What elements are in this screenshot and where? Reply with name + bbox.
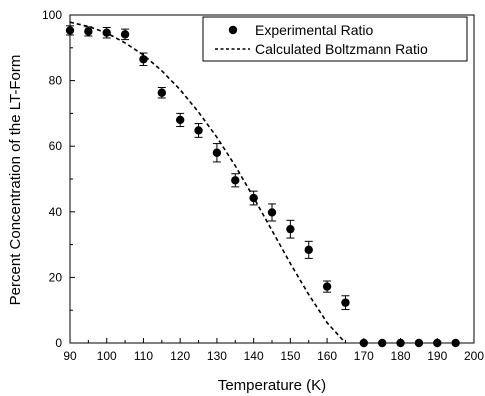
x-tick-label: 200 [464, 349, 484, 363]
data-point [175, 112, 185, 128]
plot-border [69, 14, 475, 344]
data-point [65, 25, 75, 36]
point-marker [286, 224, 295, 234]
x-axis: 90 100 110 120 130 140 150 160 170 180 190 200 [63, 338, 484, 363]
data-point [194, 123, 203, 138]
data-point [322, 280, 332, 293]
point-marker [120, 30, 130, 39]
data-point [451, 338, 460, 348]
data-point [249, 190, 258, 206]
data-point [267, 203, 277, 222]
point-marker [396, 338, 405, 348]
x-tick-label: 160 [317, 349, 337, 363]
x-tick-label: 90 [63, 349, 77, 363]
point-marker [102, 28, 111, 37]
boltzmann-line [69, 21, 347, 344]
data-point [231, 173, 240, 188]
legend-label-boltzmann: Calculated Boltzmann Ratio [255, 41, 428, 57]
legend-label-experimental: Experimental Ratio [255, 22, 373, 38]
point-marker [377, 338, 387, 348]
x-tick-label: 110 [134, 349, 153, 363]
x-axis-title: Temperature (K) [218, 377, 326, 394]
y-tick-label: 60 [49, 139, 63, 153]
data-point [84, 26, 93, 37]
y-tick-label: 0 [55, 336, 62, 350]
experimental-series [65, 25, 460, 348]
point-marker [414, 338, 424, 348]
point-marker [175, 115, 185, 125]
y-axis: 0 20 40 60 80 100 [42, 8, 75, 350]
x-tick-label: 130 [207, 349, 227, 363]
point-marker [322, 282, 332, 291]
data-point [212, 143, 222, 163]
y-tick-label: 20 [49, 270, 63, 284]
x-tick-label: 180 [391, 349, 411, 363]
data-point [304, 240, 313, 259]
x-tick-label: 150 [280, 349, 300, 363]
legend-box [202, 16, 468, 62]
point-marker [194, 126, 203, 135]
data-point [286, 219, 295, 239]
point-marker [139, 55, 148, 64]
x-tick-label: 100 [97, 349, 117, 363]
data-point [341, 295, 350, 311]
point-marker [341, 298, 350, 307]
y-tick-label: 40 [49, 205, 63, 219]
legend-marker-experimental [228, 25, 238, 35]
point-marker [267, 208, 277, 217]
data-point [433, 338, 442, 348]
data-point [139, 52, 148, 67]
data-point [377, 338, 387, 348]
point-marker [249, 193, 258, 203]
x-tick-label: 120 [170, 349, 190, 363]
data-point [102, 26, 111, 39]
y-axis-title: Percent Concentration of the LT-Form [7, 55, 24, 306]
data-point [120, 28, 130, 41]
point-marker [157, 88, 167, 97]
data-point [157, 86, 167, 99]
x-tick-label: 140 [244, 349, 264, 363]
boltzmann-series [69, 21, 347, 344]
data-point [359, 338, 369, 348]
data-point [414, 338, 424, 348]
point-marker [433, 338, 442, 348]
legend: Experimental Ratio Calculated Boltzmann … [202, 16, 468, 62]
x-tick-label: 170 [354, 349, 374, 363]
point-marker [212, 148, 222, 157]
x-tick-label: 190 [427, 349, 447, 363]
point-marker [359, 338, 369, 348]
point-marker [451, 338, 460, 348]
point-marker [231, 176, 240, 185]
plot-frame [69, 14, 475, 344]
y-tick-label: 100 [42, 8, 62, 22]
point-marker [65, 26, 75, 35]
data-point [396, 338, 405, 348]
point-marker [304, 245, 313, 255]
y-tick-label: 80 [49, 74, 63, 88]
point-marker [84, 27, 93, 36]
